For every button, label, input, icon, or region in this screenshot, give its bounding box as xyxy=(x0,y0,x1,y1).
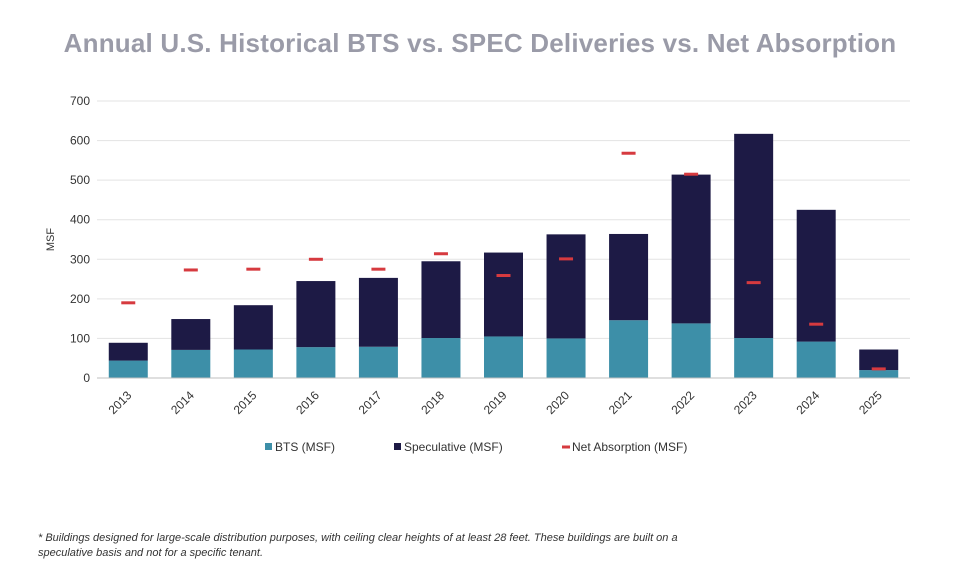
x-tick-label: 2020 xyxy=(543,388,572,417)
bar-bts-2014 xyxy=(171,349,211,378)
bar-bts-2018 xyxy=(421,338,461,378)
bar-bts-2017 xyxy=(358,346,398,378)
net-absorption-marker-2020 xyxy=(559,257,574,261)
bar-speculative-2018 xyxy=(421,261,461,339)
bar-bts-2022 xyxy=(671,323,711,378)
legend-label: Net Absorption (MSF) xyxy=(572,440,687,454)
bar-bts-2019 xyxy=(484,336,523,378)
bar-speculative-2024 xyxy=(796,209,836,342)
net-absorption-marker-2013 xyxy=(121,301,136,305)
net-absorption-marker-2024 xyxy=(809,322,824,326)
x-tick-label: 2018 xyxy=(418,388,447,417)
x-tick-label: 2016 xyxy=(293,388,322,417)
legend-swatch-net-absorption xyxy=(562,445,570,449)
footnote: * Buildings designed for large-scale dis… xyxy=(38,532,678,559)
y-tick-label: 0 xyxy=(83,371,90,385)
bar-bts-2013 xyxy=(108,360,148,378)
bar-speculative-2017 xyxy=(358,277,398,347)
x-tick-label: 2019 xyxy=(481,388,510,417)
bar-speculative-2014 xyxy=(171,319,211,350)
net-absorption-marker-2023 xyxy=(746,281,761,285)
net-absorption-marker-2022 xyxy=(684,172,699,176)
bar-bts-2023 xyxy=(734,338,774,378)
y-tick-label: 200 xyxy=(70,292,90,306)
x-tick-label: 2025 xyxy=(856,388,885,417)
y-tick-label: 300 xyxy=(70,252,90,266)
y-tick-label: 600 xyxy=(70,134,90,148)
net-absorption-marker-2025 xyxy=(871,367,886,371)
x-axis-ticks: 2013 2014 2015 2016 2017 2018 2019 2020 2021 2022… xyxy=(106,388,885,417)
net-absorption-marker-2019 xyxy=(496,274,511,278)
y-tick-label: 700 xyxy=(70,94,90,108)
legend-label: Speculative (MSF) xyxy=(404,440,503,454)
net-absorption-marker-2016 xyxy=(308,257,323,261)
legend-swatch-bts xyxy=(265,443,272,450)
x-tick-label: 2015 xyxy=(231,388,260,417)
x-tick-label: 2013 xyxy=(106,388,135,417)
bar-speculative-2016 xyxy=(296,281,336,348)
net-absorption-marker-2018 xyxy=(433,252,448,256)
x-tick-label: 2014 xyxy=(168,388,197,417)
bar-speculative-2019 xyxy=(484,252,523,337)
bar-speculative-2020 xyxy=(546,234,586,339)
bar-bts-2024 xyxy=(796,341,836,378)
bar-speculative-2022 xyxy=(671,174,711,324)
bars xyxy=(108,133,899,378)
net-absorption-marker-2021 xyxy=(621,151,636,155)
y-tick-label: 400 xyxy=(70,213,90,227)
x-tick-label: 2022 xyxy=(668,388,697,417)
x-tick-label: 2023 xyxy=(731,388,760,417)
y-axis-title: MSF xyxy=(45,228,57,252)
x-tick-label: 2021 xyxy=(606,388,635,417)
bar-bts-2016 xyxy=(296,347,336,378)
chart-title: Annual U.S. Historical BTS vs. SPEC Deli… xyxy=(63,28,897,58)
legend-label: BTS (MSF) xyxy=(275,440,335,454)
bar-speculative-2025 xyxy=(859,349,899,371)
x-tick-label: 2024 xyxy=(794,388,823,417)
bar-bts-2020 xyxy=(546,338,586,378)
x-tick-label: 2017 xyxy=(356,388,385,417)
bar-speculative-2023 xyxy=(734,133,774,339)
legend-swatch-speculative xyxy=(394,443,401,450)
net-absorption-markers xyxy=(121,151,886,371)
bar-bts-2015 xyxy=(233,349,273,378)
y-axis-ticks: 0 100 200 300 400 500 600 700 xyxy=(70,94,90,385)
y-tick-label: 500 xyxy=(70,173,90,187)
bar-speculative-2015 xyxy=(233,305,273,350)
bar-speculative-2021 xyxy=(609,233,649,321)
bar-speculative-2013 xyxy=(108,342,148,361)
y-tick-label: 100 xyxy=(70,331,90,345)
bar-bts-2021 xyxy=(609,320,649,378)
net-absorption-marker-2014 xyxy=(183,268,198,272)
net-absorption-marker-2017 xyxy=(371,267,386,271)
net-absorption-marker-2015 xyxy=(246,267,261,271)
legend: BTS (MSF) Speculative (MSF) Net Absorption… xyxy=(265,440,687,454)
bar-bts-2025 xyxy=(859,370,899,378)
